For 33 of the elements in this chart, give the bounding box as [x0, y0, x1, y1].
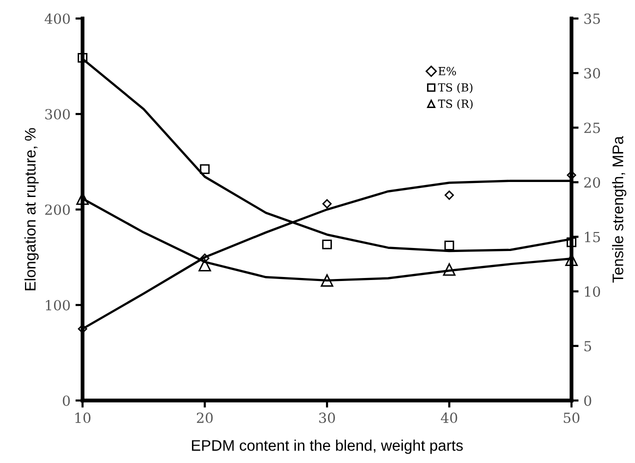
y-tick-label: 400 [44, 13, 70, 24]
y-tick-label: 100 [46, 300, 70, 310]
y2-axis-title: Tensile strength, MPa [612, 136, 626, 283]
y2-tick-label: 25 [584, 122, 600, 134]
legend-label: TS (B) [438, 83, 472, 94]
point [78, 52, 88, 63]
y2-tick-label: 0 [584, 395, 592, 406]
y-tick-label: 300 [45, 108, 70, 120]
y2-tick-label: 35 [584, 13, 600, 24]
y2-tick-label: 5 [584, 341, 592, 352]
x-tick-label: 30 [319, 412, 335, 424]
point [200, 164, 210, 174]
y2-tick-label: 15 [585, 232, 600, 242]
y-axis-title: Elongation at rupture, % [24, 128, 39, 290]
point [320, 274, 334, 287]
point [444, 240, 454, 250]
x-tick-label: 50 [564, 412, 580, 424]
x-axis-title: EPDM content in the blend, weight parts [192, 440, 463, 454]
legend-label: TS (R) [438, 99, 473, 110]
point [322, 240, 332, 250]
y-tick-label: 0 [62, 395, 70, 406]
y2-tick-label: 10 [585, 286, 600, 297]
legend-label: E% [438, 66, 456, 76]
y2-tick-label: 20 [584, 177, 600, 188]
point [322, 199, 332, 208]
y2-tick-label: 30 [584, 68, 600, 79]
x-tick-label: 10 [75, 412, 90, 424]
point [443, 263, 456, 276]
point [198, 258, 212, 272]
point [444, 190, 454, 200]
x-tick-label: 40 [440, 412, 458, 424]
y-tick-label: 200 [45, 204, 70, 215]
x-tick-label: 20 [196, 412, 213, 424]
